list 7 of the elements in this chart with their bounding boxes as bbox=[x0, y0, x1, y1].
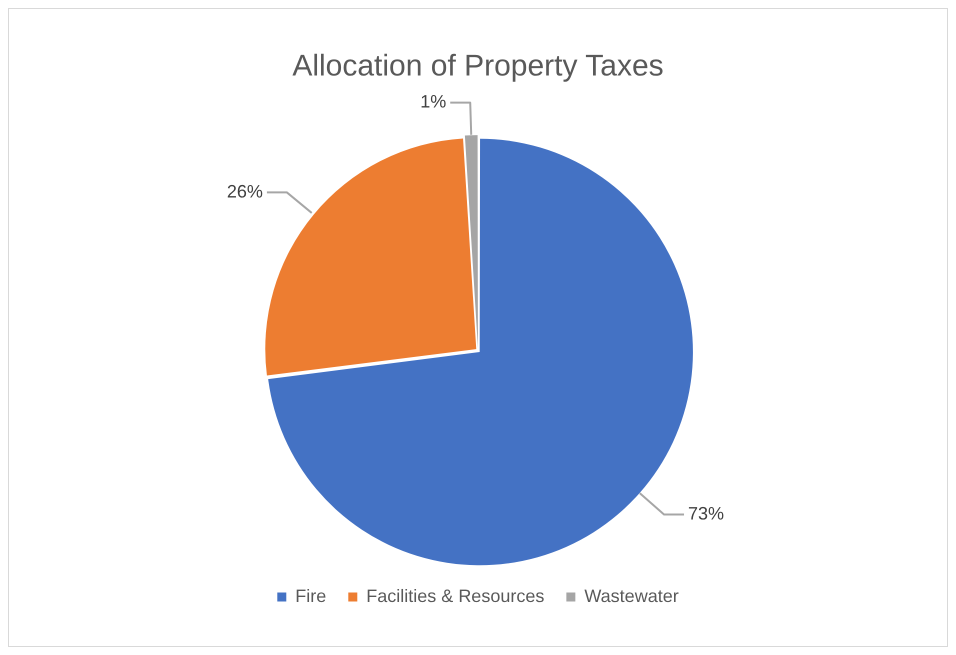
legend-label: Fire bbox=[295, 586, 326, 606]
data-label: 73% bbox=[688, 503, 724, 524]
data-label: 1% bbox=[420, 92, 446, 112]
data-label: 26% bbox=[226, 181, 263, 202]
chart-title: Allocation of Property Taxes bbox=[292, 49, 664, 82]
legend-label: Wastewater bbox=[584, 586, 679, 606]
legend-label: Facilities & Resources bbox=[366, 586, 544, 606]
